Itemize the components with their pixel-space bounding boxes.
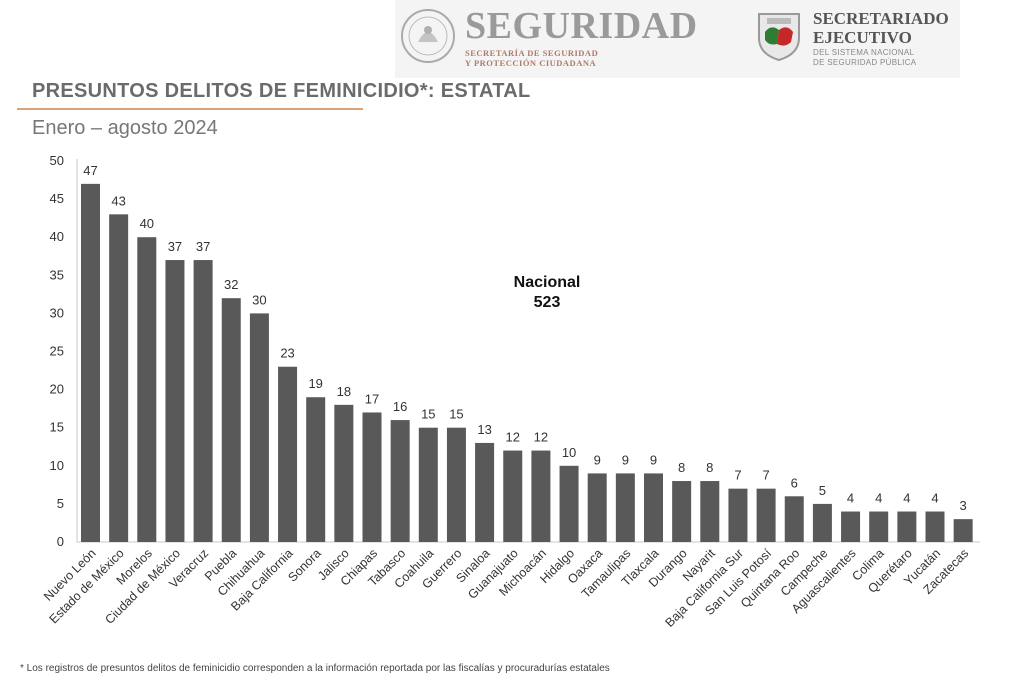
sesnsp-logo-subtitle: DEL SISTEMA NACIONAL DE SEGURIDAD PÚBLIC… <box>813 48 917 67</box>
data-label: 13 <box>477 422 491 437</box>
data-label: 47 <box>83 163 97 178</box>
bar <box>221 298 241 542</box>
sesnsp-logo-text: SECRETARIADO EJECUTIVO <box>813 9 949 47</box>
data-label: 37 <box>168 239 182 254</box>
data-label: 40 <box>140 216 154 231</box>
y-tick-label: 45 <box>50 191 64 206</box>
bar <box>615 473 635 542</box>
y-tick-label: 25 <box>50 344 64 359</box>
data-label: 18 <box>337 384 351 399</box>
data-label: 19 <box>308 376 322 391</box>
data-label: 9 <box>594 452 601 467</box>
y-tick-label: 30 <box>50 305 64 320</box>
bar <box>559 465 579 542</box>
title-underline <box>17 108 363 110</box>
bar <box>137 237 157 542</box>
data-label: 7 <box>734 468 741 483</box>
bar <box>503 450 523 542</box>
data-label: 37 <box>196 239 210 254</box>
bar <box>784 496 804 542</box>
bar <box>278 366 298 542</box>
bar <box>390 420 410 542</box>
y-tick-label: 40 <box>50 229 64 244</box>
y-tick-label: 15 <box>50 420 64 435</box>
data-label: 10 <box>562 445 576 460</box>
bar <box>700 481 720 542</box>
bar <box>446 427 466 542</box>
data-label: 12 <box>534 430 548 445</box>
y-tick-label: 20 <box>50 382 64 397</box>
data-label: 4 <box>875 491 882 506</box>
bar <box>193 260 213 542</box>
bar <box>869 511 889 542</box>
sesnsp-shield-icon <box>758 13 800 62</box>
bar <box>334 404 354 542</box>
bar <box>81 183 100 543</box>
bar <box>249 313 269 542</box>
page-subtitle: Enero – agosto 2024 <box>32 117 218 139</box>
bar <box>306 397 326 542</box>
page-title: PRESUNTOS DELITOS DE FEMINICIDIO*: ESTAT… <box>32 80 531 102</box>
seguridad-logo-text: SEGURIDAD <box>465 5 698 47</box>
bar <box>475 442 495 542</box>
bar <box>728 488 748 542</box>
bar <box>109 214 129 542</box>
data-label: 4 <box>903 491 910 506</box>
data-label: 15 <box>421 407 435 422</box>
data-label: 16 <box>393 399 407 414</box>
data-label: 7 <box>762 468 769 483</box>
bar <box>672 481 692 542</box>
data-label: 8 <box>706 460 713 475</box>
data-label: 9 <box>622 452 629 467</box>
national-total-label: Nacional <box>514 274 581 291</box>
y-tick-label: 35 <box>50 267 64 282</box>
data-label: 8 <box>678 460 685 475</box>
bar <box>897 511 917 542</box>
bar <box>925 511 945 542</box>
bar <box>418 427 438 542</box>
y-tick-label: 0 <box>57 534 64 549</box>
seguridad-logo-subtitle: SECRETARÍA DE SEGURIDAD Y PROTECCIÓN CIU… <box>465 48 599 68</box>
bar <box>531 450 551 542</box>
data-label: 3 <box>960 498 967 513</box>
data-label: 4 <box>931 491 938 506</box>
data-label: 30 <box>252 292 266 307</box>
data-label: 17 <box>365 391 379 406</box>
data-label: 6 <box>791 475 798 490</box>
footnote: * Los registros de presuntos delitos de … <box>20 663 610 674</box>
data-label: 5 <box>819 483 826 498</box>
bar <box>165 260 185 542</box>
bar <box>587 473 607 542</box>
data-label: 4 <box>847 491 854 506</box>
header-banner <box>395 0 960 78</box>
data-label: 43 <box>111 193 125 208</box>
bar <box>756 488 776 542</box>
data-label: 9 <box>650 452 657 467</box>
data-label: 15 <box>449 407 463 422</box>
y-tick-label: 50 <box>50 153 64 168</box>
y-tick-label: 5 <box>57 496 64 511</box>
national-total-value: 523 <box>534 294 561 311</box>
bar <box>953 519 973 542</box>
bar <box>644 473 663 542</box>
bar <box>812 503 832 542</box>
data-label: 12 <box>506 430 520 445</box>
bar <box>362 412 382 542</box>
data-label: 32 <box>224 277 238 292</box>
y-tick-label: 10 <box>50 458 64 473</box>
data-label: 23 <box>280 346 294 361</box>
bar <box>841 511 861 542</box>
mexico-seal-icon <box>401 9 455 63</box>
